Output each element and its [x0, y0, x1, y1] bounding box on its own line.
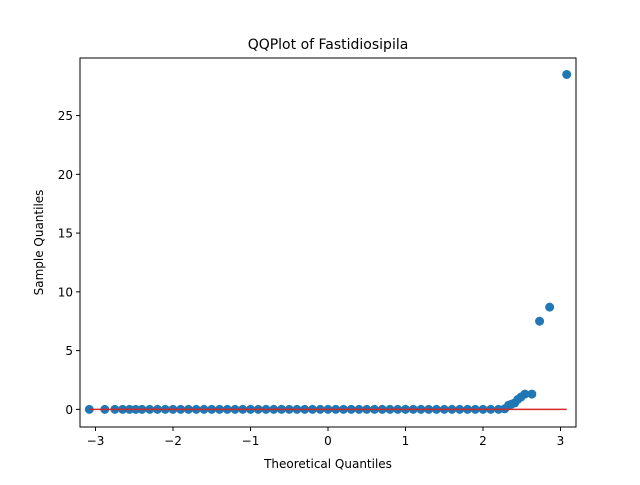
x-tick-label: 3 — [557, 434, 565, 448]
x-tick-label: −3 — [87, 434, 105, 448]
sample-point — [562, 69, 572, 79]
y-tick-label: 25 — [58, 109, 73, 123]
y-tick-label: 20 — [58, 168, 73, 182]
x-tick-label: −2 — [164, 434, 182, 448]
sample-point — [527, 389, 537, 399]
sample-point — [545, 302, 555, 312]
plot-area — [84, 69, 572, 414]
y-tick-label: 15 — [58, 227, 73, 241]
y-axis: 0 5 10 15 20 25 — [58, 109, 80, 417]
y-tick-label: 10 — [58, 285, 73, 299]
sample-point — [520, 389, 530, 399]
x-axis-label: Theoretical Quantiles — [263, 457, 392, 471]
y-tick-label: 0 — [65, 403, 73, 417]
sample-point — [535, 316, 545, 326]
x-tick-label: −1 — [242, 434, 260, 448]
x-tick-label: 2 — [479, 434, 487, 448]
y-tick-label: 5 — [65, 344, 73, 358]
y-axis-label: Sample Quantiles — [32, 190, 46, 296]
chart-title: QQPlot of Fastidiosipila — [248, 37, 409, 53]
x-tick-label: 1 — [402, 434, 410, 448]
x-tick-label: 0 — [324, 434, 332, 448]
x-axis: −3 −2 −1 0 1 2 3 — [87, 427, 565, 448]
